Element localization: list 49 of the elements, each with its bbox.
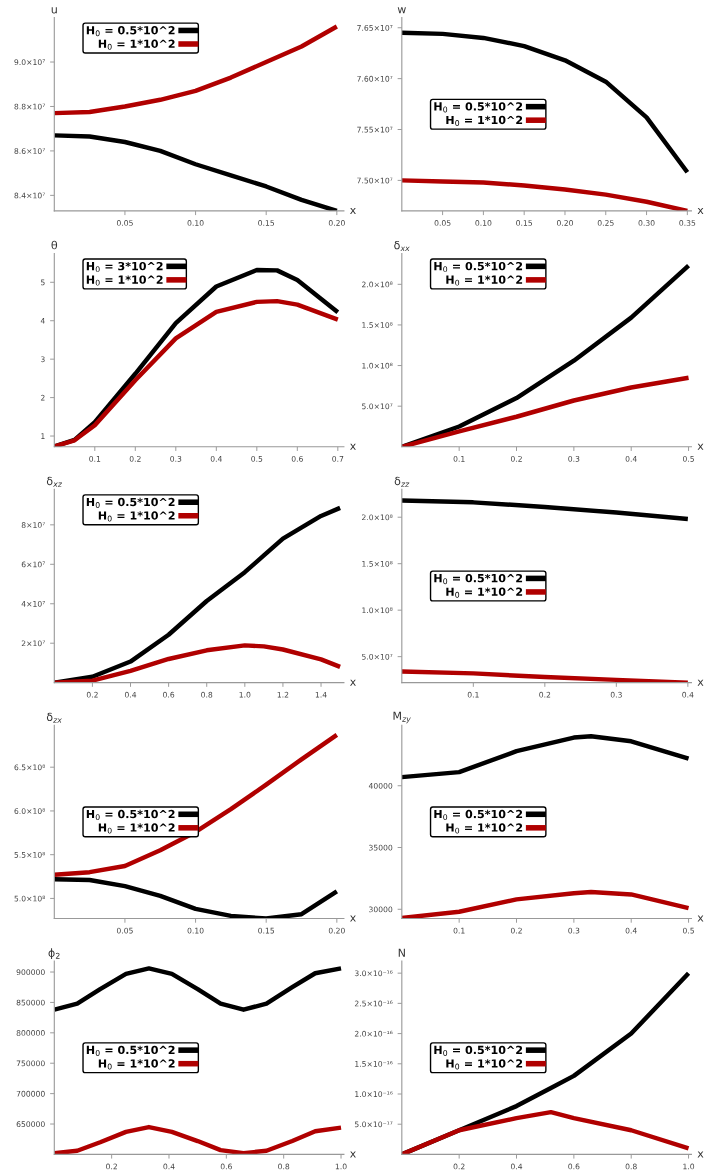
line-series	[54, 732, 340, 878]
legend-label: H$_{0}$ = 0.5*10^2	[86, 26, 175, 37]
legend-label: H$_{0}$ = 0.5*10^2	[86, 497, 175, 508]
legend-label: H$_{0}$ = 1*10^2	[446, 1059, 523, 1070]
x-axis-title: x	[350, 207, 356, 214]
y-axis-title: δ$_{xz}$	[46, 476, 63, 487]
x-axis-title: x	[697, 443, 704, 450]
legend-label: H$_{0}$ = 0.5*10^2	[434, 809, 523, 821]
legend-label: H$_{0}$ = 0.5*10^2	[434, 102, 523, 113]
line-series	[54, 966, 344, 1012]
line-series	[401, 30, 690, 175]
legend-label: H$_{0}$ = 0.5*10^2	[434, 1045, 523, 1056]
line-series	[54, 24, 340, 116]
legend-label: H$_{0}$ = 1*10^2	[86, 275, 163, 286]
legend-label: H$_{0}$ = 1*10^2	[446, 823, 523, 834]
x-axis-title: x	[350, 915, 356, 922]
x-axis-title: x	[697, 1151, 704, 1158]
legend-label: H$_{0}$ = 1*10^2	[98, 39, 175, 50]
legend-label: H$_{0}$ = 1*10^2	[446, 275, 523, 286]
y-axis-title: δ$_{zz}$	[394, 476, 410, 487]
x-axis-title: x	[697, 915, 704, 922]
y-axis-title: δ$_{xx}$	[394, 240, 410, 251]
legend-label: H$_{0}$ = 3*10^2	[86, 261, 163, 273]
legend-label: H$_{0}$ = 0.5*10^2	[434, 573, 523, 585]
line-series	[54, 876, 340, 919]
legend-label: H$_{0}$ = 1*10^2	[446, 115, 523, 126]
y-axis-title: M$_{zy}$	[393, 711, 411, 724]
line-series	[54, 298, 341, 447]
legend-label: H$_{0}$ = 1*10^2	[98, 511, 175, 522]
x-axis-title: x	[697, 207, 704, 214]
x-axis-title: x	[697, 679, 704, 686]
x-axis-title: x	[350, 679, 356, 686]
y-axis-title: u	[51, 7, 57, 14]
x-axis-title: x	[350, 1151, 356, 1158]
legend-label: H$_{0}$ = 0.5*10^2	[86, 1045, 175, 1056]
legend-label: H$_{0}$ = 1*10^2	[98, 1059, 175, 1070]
legend-label: H$_{0}$ = 1*10^2	[446, 587, 523, 598]
y-axis-title: w	[397, 7, 406, 14]
y-axis-title: θ	[51, 240, 58, 250]
legend-label: H$_{0}$ = 0.5*10^2	[86, 809, 175, 821]
line-series	[401, 498, 691, 522]
line-series	[401, 734, 691, 780]
line-series	[54, 133, 340, 211]
legend-label: H$_{0}$ = 0.5*10^2	[434, 261, 523, 273]
x-axis-title: x	[350, 443, 356, 450]
y-axis-title: δ$_{zx}$	[46, 712, 62, 723]
y-axis-title: ϕ$_{2}$	[48, 948, 60, 960]
y-axis-title: N	[398, 948, 405, 957]
legend-label: H$_{0}$ = 1*10^2	[98, 823, 175, 834]
